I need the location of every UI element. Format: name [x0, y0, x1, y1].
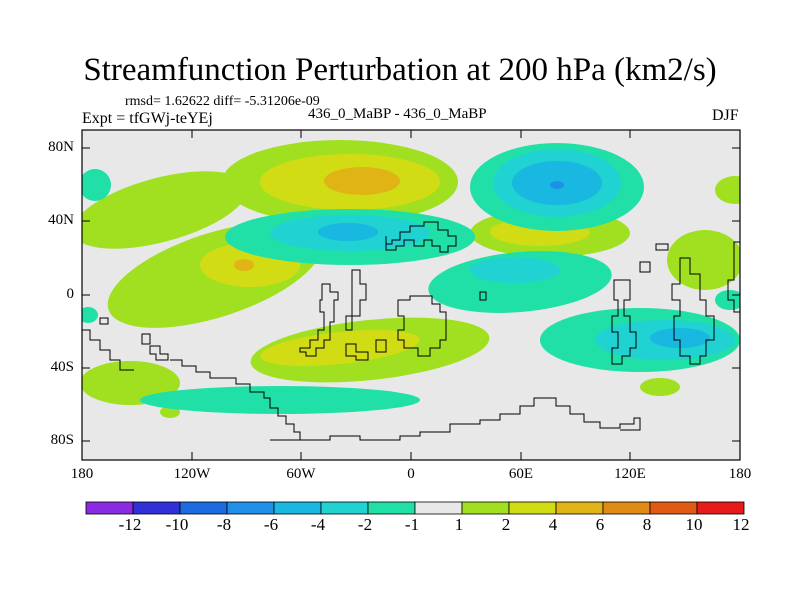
colorbar-swatch	[132, 501, 181, 515]
colorbar-label: 10	[685, 515, 703, 534]
lat-label-80s: 80S	[50, 432, 74, 448]
colorbar-label: -10	[165, 515, 189, 534]
colorbar-swatch	[414, 501, 463, 515]
colorbar-swatch	[649, 501, 698, 515]
stats-label: rmsd= 1.62622 diff= -5.31206e-09	[125, 94, 320, 109]
colorbar-label: -2	[357, 515, 373, 534]
lat-label-0: 0	[66, 286, 75, 302]
colorbar-label: 12	[732, 515, 750, 534]
lon-label-180e: 180	[728, 466, 752, 482]
lat-label-80n: 80N	[48, 139, 74, 155]
colorbar-swatch	[602, 501, 651, 515]
lon-label-60w: 60W	[286, 466, 316, 482]
colorbar-label: 6	[595, 515, 605, 534]
colorbar-label: 1	[454, 515, 464, 534]
plot-title: Streamfunction Perturbation at 200 hPa (…	[83, 52, 717, 88]
colorbar-label: -6	[263, 515, 279, 534]
lon-label-120w: 120W	[173, 466, 211, 482]
colorbar-label: -4	[310, 515, 326, 534]
axis-ticks	[82, 130, 740, 460]
lon-label-60e: 60E	[508, 466, 534, 482]
colorbar-swatch	[461, 501, 510, 515]
colorbar-label: 2	[501, 515, 511, 534]
colorbar-label: 8	[642, 515, 652, 534]
colorbar-label: -8	[216, 515, 232, 534]
season-label: DJF	[712, 107, 739, 124]
experiment-label: Expt = tfGWj-teYEj	[82, 110, 213, 127]
colorbar-label: 4	[548, 515, 558, 534]
colorbar	[85, 501, 745, 515]
colorbar-swatch	[696, 501, 745, 515]
colorbar-label: -1	[404, 515, 420, 534]
lon-label-180w: 180	[70, 466, 94, 482]
lat-label-40n: 40N	[48, 212, 74, 228]
lat-label-40s: 40S	[50, 359, 74, 375]
colorbar-label: -12	[118, 515, 142, 534]
colorbar-swatch	[555, 501, 604, 515]
lon-label-0: 0	[407, 466, 415, 482]
colorbar-swatch	[226, 501, 275, 515]
contour-fields	[82, 140, 740, 441]
colorbar-swatch	[179, 501, 228, 515]
colorbar-swatch	[508, 501, 557, 515]
positive-anomaly-level3	[234, 167, 400, 271]
colorbar-swatch	[320, 501, 369, 515]
runs-label: 436_0_MaBP - 436_0_MaBP	[308, 106, 487, 122]
colorbar-swatch	[85, 501, 134, 515]
coastlines	[82, 221, 740, 441]
colorbar-swatch	[273, 501, 322, 515]
lon-label-120e: 120E	[614, 466, 646, 482]
colorbar-swatch	[367, 501, 416, 515]
negative-anomaly-level4	[550, 181, 564, 189]
